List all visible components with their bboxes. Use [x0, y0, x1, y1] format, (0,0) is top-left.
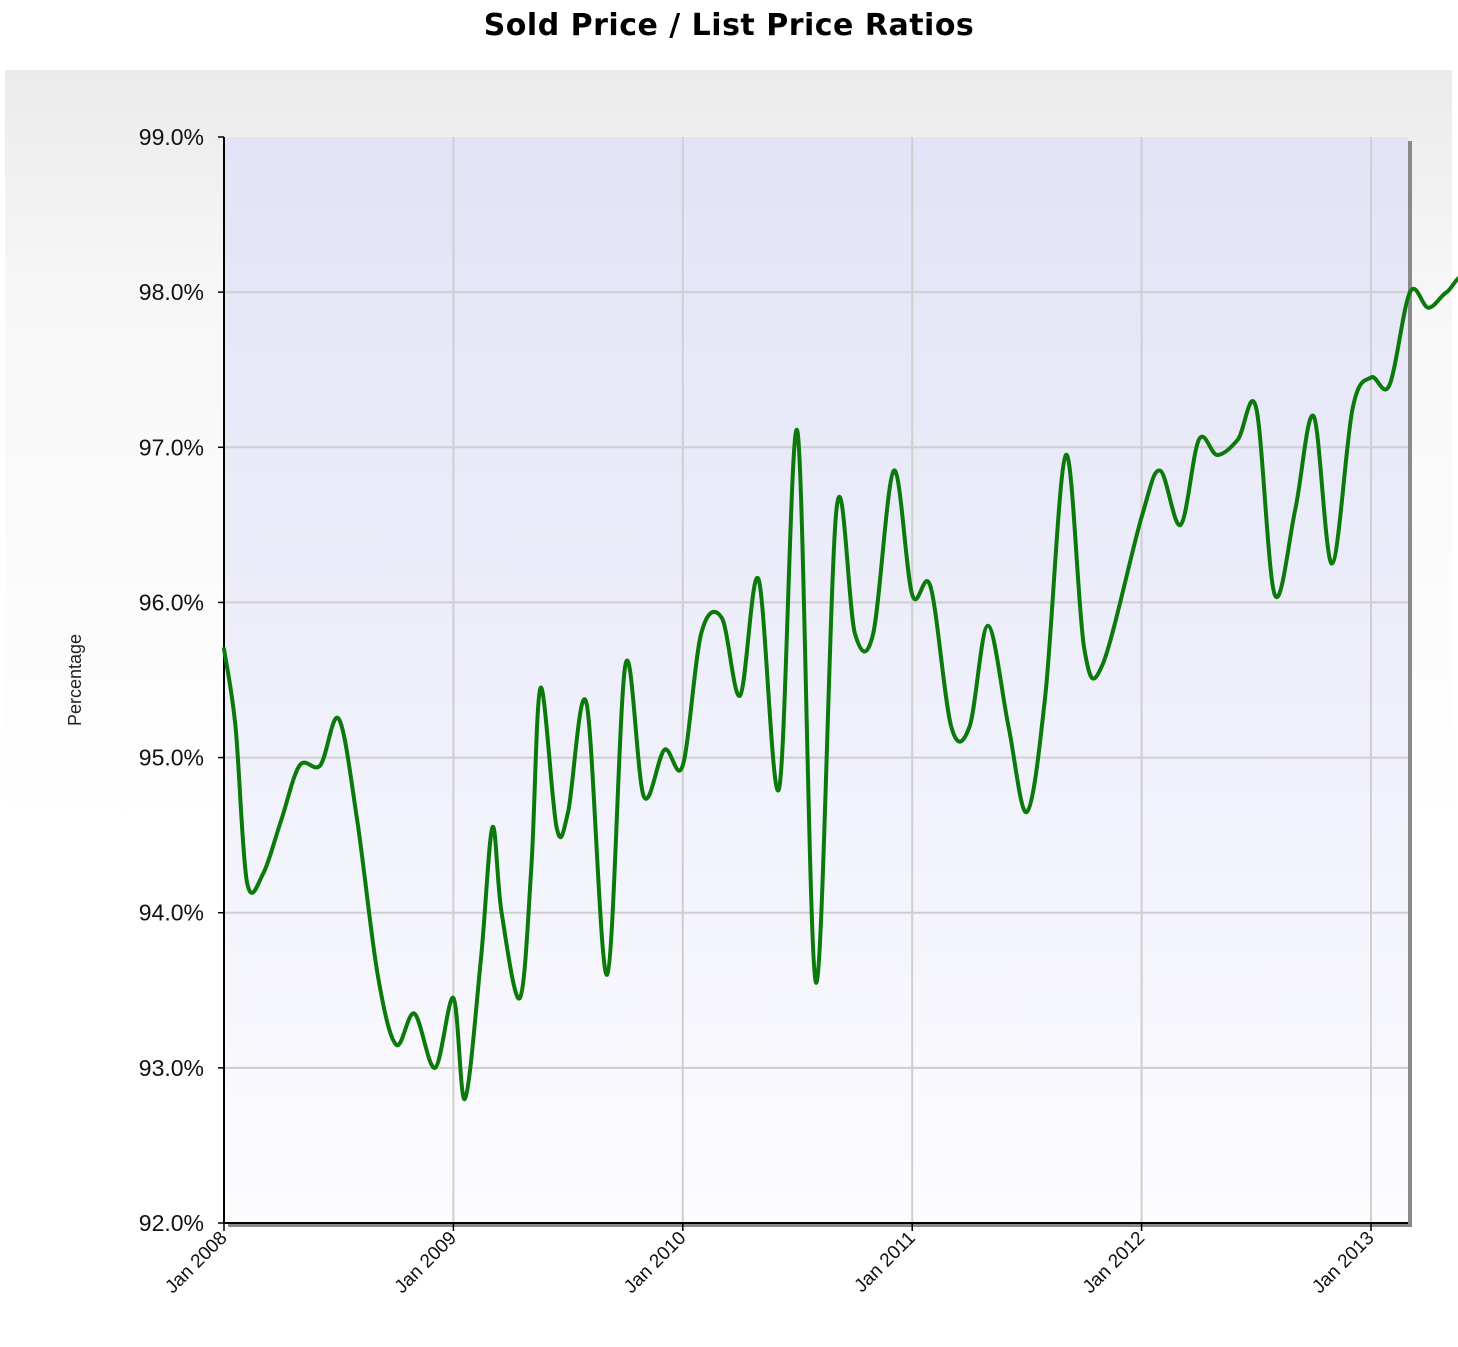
axes [223, 137, 1408, 1224]
y-tick-label: 93.0% [139, 1055, 204, 1081]
x-tick-label: Jan 2013 [1308, 1228, 1378, 1298]
y-tick-label: 98.0% [139, 279, 204, 305]
x-axis-ticks: Jan 2008 Jan 2009 Jan 2010 Jan 2011 Jan 2012… [161, 1223, 1379, 1298]
x-tick-label: Jan 2011 [851, 1228, 920, 1297]
y-axis-ticks: 99.0% 98.0% 97.0% 96.0% 95.0% 94.0% 93.0% 92.0% [139, 124, 224, 1236]
series-group [222, 276, 1458, 1101]
y-tick-label: 96.0% [139, 589, 204, 615]
y-tick-label: 94.0% [139, 900, 204, 926]
y-tick-label: 99.0% [139, 124, 204, 150]
plot-area [224, 137, 1408, 1223]
y-tick-label: 92.0% [139, 1210, 204, 1236]
x-tick-label: Jan 2010 [620, 1228, 690, 1298]
series-line [222, 276, 1458, 1101]
x-tick-label: Jan 2009 [391, 1228, 461, 1298]
x-tick-label: Jan 2012 [1079, 1228, 1149, 1298]
y-axis-label: Percentage [65, 634, 85, 726]
y-tick-label: 97.0% [139, 434, 204, 460]
chart-title: Sold Price / List Price Ratios [483, 8, 975, 43]
gridlines [224, 137, 1408, 1223]
x-tick-label: Jan 2008 [161, 1228, 231, 1298]
y-tick-label: 95.0% [139, 745, 204, 771]
